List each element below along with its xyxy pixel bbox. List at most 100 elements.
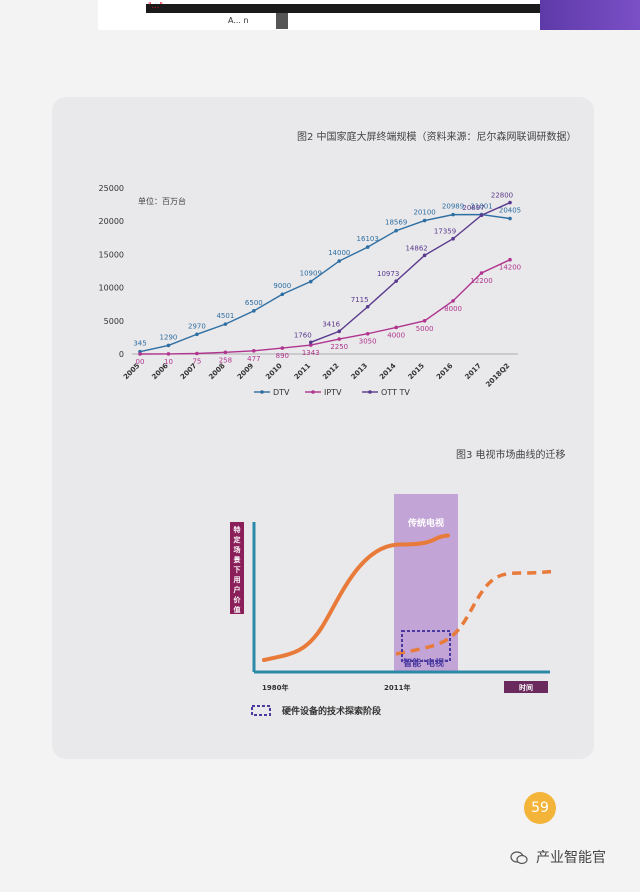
data-point [166, 343, 171, 348]
data-label: 22800 [491, 192, 513, 200]
data-label: 21001 [470, 203, 492, 211]
data-label: 7115 [351, 296, 369, 304]
data-label: 890 [276, 352, 289, 360]
data-label: 20989 [442, 203, 464, 211]
data-label: 345 [133, 340, 146, 348]
x-tick-1980: 1980年 [262, 683, 288, 692]
data-label: 14862 [405, 244, 427, 252]
legend-marker [368, 390, 372, 394]
data-label: 18569 [385, 219, 407, 227]
data-label: 17359 [434, 228, 456, 236]
data-label: 20405 [499, 207, 521, 215]
page-number: 59 [524, 792, 556, 824]
data-point [166, 352, 171, 356]
banner-sub: A... n [228, 16, 249, 25]
data-label: 6500 [245, 299, 263, 307]
legend-label: OTT TV [381, 388, 410, 397]
data-label: 10 [164, 358, 173, 366]
legend-marker [311, 390, 315, 394]
data-point [280, 292, 285, 297]
data-label: 2970 [188, 322, 206, 330]
data-label: 4000 [387, 331, 405, 339]
smart-tv-label: 智能"电视" [403, 657, 448, 669]
traditional-tv-highlight [394, 494, 458, 672]
y-tick-label: 15000 [99, 250, 124, 259]
x-axis-label: 时间 [519, 683, 533, 692]
x-tick-2011: 2011年 [384, 683, 410, 692]
data-label: 75 [192, 358, 201, 366]
wechat-icon [510, 851, 528, 865]
y-axis-label: 特定场景下用户价值 [233, 525, 242, 614]
y-tick-label: 0 [119, 350, 124, 359]
data-label: 1290 [160, 333, 178, 341]
content-card [52, 97, 594, 759]
data-point [337, 337, 342, 341]
data-label: 3050 [359, 338, 377, 346]
traditional-tv-curve [262, 533, 450, 662]
y-tick-label: 20000 [99, 217, 124, 226]
y-tick-label: 10000 [99, 284, 124, 293]
data-label: 14000 [328, 249, 350, 257]
legend-text: 硬件设备的技术探索阶段 [282, 705, 382, 717]
x-axis-label-box [504, 681, 548, 693]
data-label: 20100 [413, 209, 435, 217]
data-label: 20897 [462, 204, 484, 212]
data-point [422, 218, 427, 223]
data-label: 10909 [300, 270, 322, 278]
series-line [139, 259, 511, 355]
wechat-account-name: 产业智能官 [536, 850, 606, 866]
data-point [451, 212, 455, 217]
data-point [508, 257, 512, 262]
header-accent [540, 0, 640, 30]
data-point [508, 200, 512, 205]
data-label: 9000 [273, 282, 291, 290]
exploration-box [401, 630, 451, 662]
legend-label: DTV [273, 388, 290, 397]
unit-label: 单位：百万台 [138, 196, 186, 206]
data-point [365, 245, 370, 249]
data-label: 1760 [294, 331, 312, 339]
header-left [0, 0, 98, 30]
data-point [195, 332, 199, 337]
data-point [451, 236, 455, 241]
y-axis-label-box [230, 522, 244, 614]
banner-strip [146, 4, 568, 13]
data-point [223, 350, 228, 355]
data-point [422, 319, 427, 323]
y-tick-label: 5000 [104, 317, 124, 326]
data-point [394, 279, 398, 283]
traditional-tv-label: 传统电视 [407, 517, 444, 529]
header-banner: "..." A... n [98, 0, 568, 30]
data-point [508, 216, 512, 221]
data-label: 1343 [302, 349, 320, 357]
data-label: 4501 [216, 312, 234, 320]
data-point [252, 349, 256, 353]
series-line [310, 201, 511, 343]
figure3-title: 图3 电视市场曲线的迁移 [456, 450, 566, 461]
data-point [394, 228, 398, 233]
smart-tv-curve [395, 569, 557, 656]
data-label: 10973 [377, 270, 399, 278]
data-point [308, 343, 313, 347]
data-label: 3416 [322, 320, 340, 328]
data-point [365, 331, 370, 336]
figure2-title: 图2 中国家庭大屏终端规模（资料来源：尼尔森网联调研数据） [297, 132, 577, 143]
data-point [422, 253, 427, 258]
series-line [139, 213, 511, 353]
data-label: 258 [219, 356, 232, 364]
legend-marker [260, 390, 264, 394]
data-label: 16103 [357, 235, 379, 243]
banner-redaction [276, 13, 288, 29]
legend-swatch [251, 705, 271, 716]
data-point [337, 329, 342, 334]
data-label: 5000 [416, 325, 434, 333]
data-point [195, 351, 199, 356]
data-label: 2250 [330, 343, 348, 351]
data-point [308, 340, 313, 345]
data-label: 14200 [499, 264, 521, 272]
data-label: 12200 [470, 277, 492, 285]
data-point [138, 352, 142, 356]
y-tick-label: 25000 [99, 184, 124, 193]
